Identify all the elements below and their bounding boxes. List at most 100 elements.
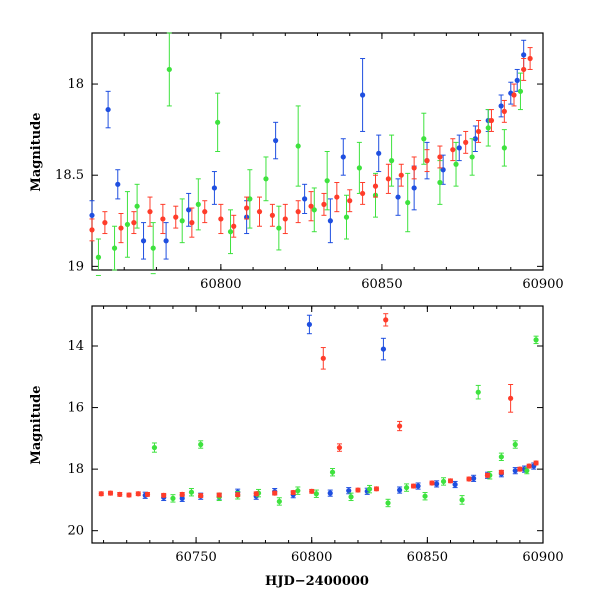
top-data-point	[263, 176, 269, 182]
top-data-point	[360, 92, 366, 98]
top-data-point	[273, 137, 279, 144]
bottom-data-point	[235, 492, 241, 498]
bottom-data-point	[440, 478, 447, 485]
top-data-point	[469, 154, 475, 160]
top-data-point	[527, 55, 533, 62]
bottom-data-point	[135, 491, 141, 497]
bottom-data-point	[397, 423, 403, 429]
top-data-point	[147, 209, 153, 215]
top-data-point	[324, 178, 330, 184]
top-data-point	[395, 194, 401, 200]
bottom-x-axis-label: HJD−2400000	[265, 574, 369, 589]
top-data-point	[472, 136, 478, 142]
top-data-point	[111, 245, 118, 251]
top-data-point	[488, 117, 495, 124]
bottom-y-tick-label: 20	[67, 524, 84, 539]
top-data-point	[256, 209, 263, 215]
top-data-point	[160, 216, 166, 222]
bottom-data-point	[170, 495, 176, 501]
bottom-data-point	[422, 493, 428, 499]
top-data-point	[211, 185, 218, 191]
bottom-data-point	[512, 468, 518, 474]
bottom-data-point	[355, 487, 361, 493]
top-data-point	[179, 218, 185, 224]
top-panel: 60800 60850 60900 18 18.5 19 Magnitude	[29, 32, 564, 292]
top-data-point	[517, 88, 524, 94]
top-data-point	[102, 220, 108, 226]
bottom-x-tick-label: 60800	[291, 550, 332, 565]
top-series	[89, 32, 533, 276]
top-data-point	[411, 185, 417, 191]
bottom-data-point	[216, 492, 222, 498]
top-data-point	[356, 165, 362, 171]
bottom-ticks: 60750 60800 60850 60900 14 16 18 20	[67, 306, 564, 565]
top-data-point	[440, 167, 446, 173]
bottom-data-point	[276, 498, 282, 505]
top-data-point	[453, 161, 459, 167]
bottom-y-tick-label: 18	[67, 462, 84, 477]
top-data-point	[150, 245, 156, 251]
top-data-point	[244, 205, 250, 211]
top-data-point	[189, 220, 195, 226]
top-data-point	[450, 147, 456, 153]
bottom-data-point	[452, 481, 458, 488]
top-data-point	[376, 150, 382, 156]
bottom-y-axis-label: Magnitude	[29, 385, 44, 464]
top-data-point	[411, 165, 417, 171]
bottom-data-point	[313, 491, 319, 497]
top-y-tick-label: 18.5	[55, 168, 84, 183]
top-data-point	[334, 194, 340, 200]
top-data-point	[501, 145, 507, 151]
top-data-point	[360, 190, 366, 197]
top-data-point	[295, 143, 301, 149]
top-data-point	[485, 125, 491, 131]
top-data-point	[521, 66, 527, 73]
bottom-data-point	[447, 478, 454, 484]
top-data-point	[463, 139, 469, 145]
bottom-axes-frame	[91, 305, 544, 544]
bottom-y-tick-label: 14	[67, 339, 84, 354]
top-data-point	[372, 183, 379, 189]
top-data-point	[388, 158, 395, 164]
bottom-data-point	[151, 444, 158, 451]
top-data-point	[456, 145, 462, 151]
bottom-data-point	[403, 484, 410, 491]
bottom-data-point	[306, 321, 313, 328]
top-series-0	[89, 39, 527, 260]
bottom-data-point	[290, 489, 296, 496]
top-x-tick-label: 60850	[361, 277, 402, 292]
bottom-panel: 60750 60800 60850 60900 14 16 18 20 Magnitude H…	[29, 305, 564, 589]
bottom-data-point	[188, 489, 195, 495]
bottom-y-tick-label: 16	[67, 401, 84, 416]
bottom-data-point	[524, 468, 530, 474]
top-x-tick-label: 60900	[522, 277, 563, 292]
top-data-point	[89, 212, 95, 218]
bottom-data-point	[272, 490, 278, 496]
top-x-tick-label: 60800	[200, 277, 241, 292]
top-data-point	[437, 179, 443, 186]
top-data-point	[424, 158, 430, 164]
top-data-point	[105, 106, 111, 113]
top-data-point	[163, 238, 169, 244]
bottom-data-point	[434, 481, 440, 487]
top-data-point	[131, 220, 137, 226]
bottom-data-point	[385, 500, 391, 506]
top-data-point	[231, 223, 237, 229]
bottom-data-point	[179, 495, 185, 501]
bottom-data-point	[466, 476, 472, 482]
bottom-data-point	[198, 493, 204, 499]
bottom-data-point	[383, 317, 389, 323]
top-data-point	[308, 203, 314, 209]
top-y-axis-label: Magnitude	[29, 112, 44, 191]
top-data-point	[437, 154, 443, 160]
bottom-data-point	[253, 491, 259, 497]
bottom-data-point	[410, 483, 417, 489]
top-data-point	[140, 238, 147, 244]
bottom-data-point	[533, 460, 539, 466]
top-data-point	[514, 77, 520, 83]
top-y-tick-label: 19	[67, 259, 84, 274]
top-data-point	[340, 154, 346, 160]
bottom-data-point	[117, 491, 123, 497]
top-data-point	[269, 212, 275, 218]
top-data-point	[311, 207, 317, 213]
